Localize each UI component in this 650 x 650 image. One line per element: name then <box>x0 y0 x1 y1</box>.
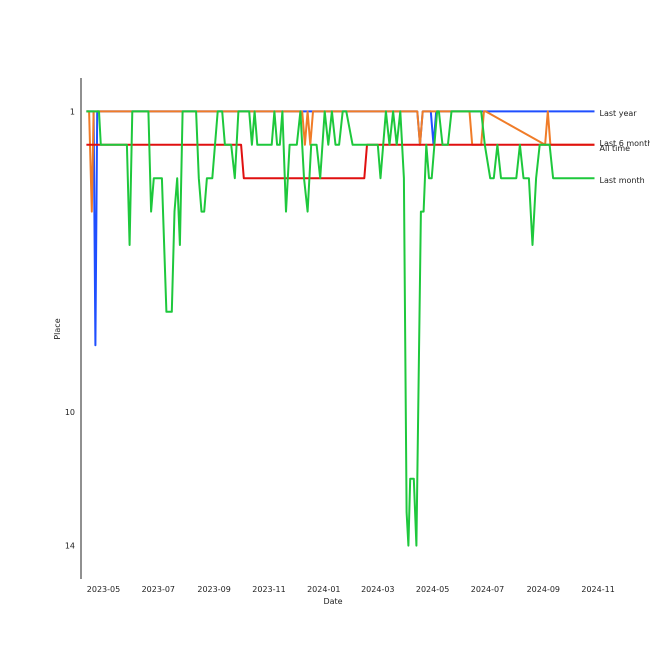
x-tick-label: 2024-01 <box>307 585 340 594</box>
y-tick-label: 14 <box>65 542 75 551</box>
x-tick-label: 2023-09 <box>197 585 230 594</box>
y-ticks: 1 10 14 <box>65 107 75 550</box>
y-tick-label: 1 <box>70 107 75 116</box>
y-tick-label: 10 <box>65 408 75 417</box>
x-tick-label: 2023-07 <box>142 585 175 594</box>
x-ticks: 2023-05 2023-07 2023-09 2023-11 2024-01 2024-… <box>87 585 615 594</box>
x-tick-label: 2023-05 <box>87 585 120 594</box>
x-axis-title: Date <box>323 597 342 606</box>
end-labels: Last year Last 6 monthsAll time Last month <box>600 109 650 185</box>
x-tick-label: 2024-03 <box>361 585 394 594</box>
series-layer <box>86 110 595 547</box>
series-end-label: Last 6 months <box>600 139 650 148</box>
series-end-label: All time <box>600 144 631 153</box>
series-end-label: Last year <box>600 109 638 118</box>
x-tick-label: 2024-11 <box>581 585 614 594</box>
series-line-last-month <box>86 110 595 547</box>
x-tick-label: 2024-07 <box>471 585 504 594</box>
series-end-label: Last month <box>600 176 645 185</box>
x-tick-label: 2024-05 <box>416 585 449 594</box>
y-axis-title: Place <box>53 318 62 339</box>
x-tick-label: 2024-09 <box>527 585 560 594</box>
x-tick-label: 2023-11 <box>252 585 285 594</box>
